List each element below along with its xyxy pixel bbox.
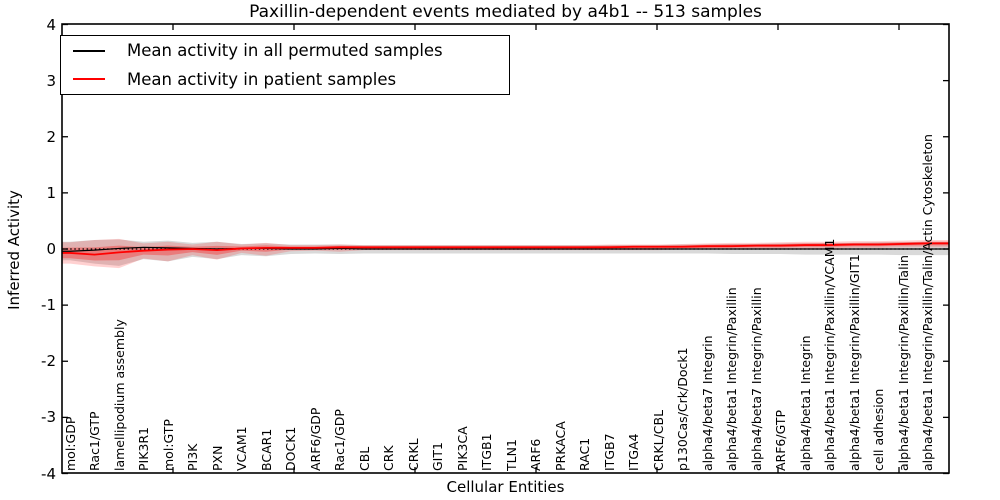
x-category-label: DOCK1 — [283, 426, 298, 471]
x-category-label: Rac1/GDP — [332, 409, 347, 471]
x-category-label: mol:GTP — [160, 419, 176, 471]
x-category-label: Rac1/GTP — [87, 411, 102, 471]
x-category-label: ARF6/GTP — [773, 409, 788, 471]
y-tick-label: -4 — [41, 464, 56, 483]
legend: Mean activity in all permuted samples Me… — [60, 35, 510, 95]
x-category-label: p130Cas/Crk/Dock1 — [675, 347, 690, 471]
legend-label: Mean activity in patient samples — [127, 69, 397, 89]
y-tick-label: 0 — [46, 240, 56, 258]
x-category-label: alpha4/beta7 Integrin/Paxillin — [748, 287, 764, 471]
x-category-label: PRKACA — [552, 421, 568, 471]
x-category-label: alpha4/beta1 Integrin/Paxillin/Talin/Act… — [920, 134, 935, 471]
x-category-label: alpha4/beta1 Integrin — [797, 335, 813, 471]
x-category-label: VCAM1 — [234, 426, 249, 471]
x-category-label: ARF6 — [528, 438, 543, 471]
x-category-label: ARF6/GDP — [307, 407, 323, 471]
x-category-label: BCAR1 — [258, 428, 274, 471]
x-category-label: ITGB7 — [601, 433, 617, 471]
chart-title: Paxillin-dependent events mediated by a4… — [249, 2, 762, 22]
x-category-label: cell adhesion — [871, 388, 886, 471]
x-category-label: ITGB1 — [479, 433, 494, 471]
x-category-label: alpha4/beta1 Integrin/Paxillin/GIT1 — [846, 254, 862, 471]
x-axis-label: Cellular Entities — [446, 478, 565, 496]
x-category-label: PIK3CA — [454, 426, 470, 471]
y-tick-label: 1 — [46, 183, 56, 202]
legend-entry-permuted: Mean activity in all permuted samples — [61, 37, 509, 65]
x-category-label: PI3K — [185, 443, 200, 471]
x-category-label: CBL — [356, 446, 372, 471]
x-category-label: PXN — [209, 445, 225, 471]
x-category-label: mol:GDP — [62, 416, 78, 471]
y-tick-label: 4 — [46, 15, 56, 34]
y-tick-label: 2 — [46, 127, 56, 146]
x-category-label: RAC1 — [577, 437, 592, 471]
legend-entry-patient: Mean activity in patient samples — [61, 65, 509, 93]
x-category-label: GIT1 — [430, 442, 445, 471]
x-category-label: CRKL/CBL — [650, 409, 666, 471]
x-category-label: alpha4/beta7 Integrin — [699, 335, 715, 471]
patient-line-swatch — [73, 78, 105, 81]
legend-label: Mean activity in all permuted samples — [127, 41, 443, 61]
y-tick-label: -2 — [41, 352, 56, 371]
permuted-line-swatch — [73, 49, 105, 52]
x-category-label: alpha4/beta1 Integrin/Paxillin — [724, 287, 739, 471]
patient-mean-line — [62, 242, 949, 256]
y-tick-label: -3 — [41, 408, 56, 427]
y-tick-label: 3 — [46, 71, 56, 90]
x-category-label: PIK3R1 — [136, 426, 151, 471]
x-category-label: ITGA4 — [626, 433, 641, 471]
y-tick-label: -1 — [41, 296, 56, 315]
x-category-label: alpha4/beta1 Integrin/Paxillin/Talin — [895, 255, 911, 471]
x-category-label: alpha4/beta1 Integrin/Paxillin/VCAM1 — [822, 238, 837, 471]
x-category-label: CRK — [381, 445, 396, 471]
x-category-label: TLN1 — [503, 439, 519, 471]
x-category-label: CRKL — [405, 438, 421, 471]
x-category-label: lamellipodium assembly — [111, 319, 127, 471]
